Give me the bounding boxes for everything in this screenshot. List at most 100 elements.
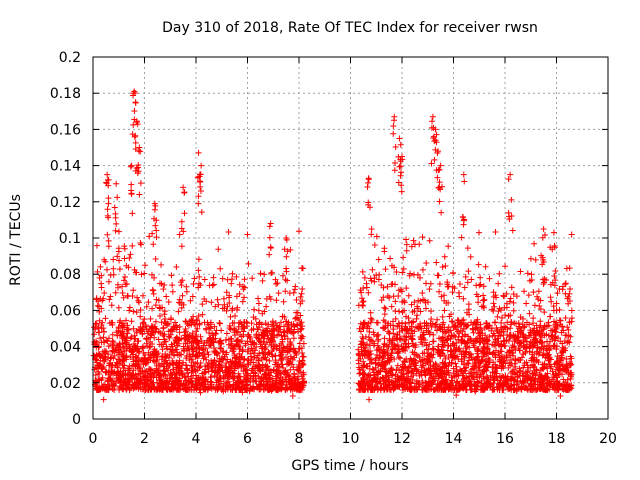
data-point [292, 379, 299, 386]
data-point [540, 225, 547, 232]
data-point [267, 385, 274, 392]
data-point [507, 295, 514, 302]
data-point [390, 293, 397, 300]
data-point [109, 331, 116, 338]
data-point [364, 179, 371, 186]
data-point [106, 320, 113, 327]
data-point [130, 308, 137, 315]
data-point [435, 347, 442, 354]
data-point [120, 352, 127, 359]
data-point [114, 194, 121, 201]
data-point [174, 374, 181, 381]
data-point [208, 299, 215, 306]
data-point [256, 320, 263, 327]
data-point [460, 295, 467, 302]
data-point [530, 356, 537, 363]
data-point [280, 298, 287, 305]
data-point [545, 319, 552, 326]
data-point [553, 307, 560, 314]
data-point [400, 254, 407, 261]
data-point [223, 337, 230, 344]
data-point [566, 319, 573, 326]
data-point [165, 354, 172, 361]
data-point [192, 352, 199, 359]
data-point [195, 193, 202, 200]
data-point [541, 279, 548, 286]
data-point [95, 368, 102, 375]
data-point [542, 387, 549, 394]
data-point [133, 327, 140, 334]
data-point [385, 351, 392, 358]
data-point [138, 271, 145, 278]
data-point [464, 279, 471, 286]
data-point [284, 343, 291, 350]
data-point [463, 364, 470, 371]
data-point [398, 188, 405, 195]
data-point [360, 319, 367, 326]
data-point [246, 333, 253, 340]
data-point [431, 367, 438, 374]
data-point [255, 295, 262, 302]
data-point [195, 313, 202, 320]
data-point [117, 383, 124, 390]
data-point [111, 204, 118, 211]
data-point [434, 349, 441, 356]
data-point [199, 370, 206, 377]
data-point [276, 377, 283, 384]
data-point [216, 319, 223, 326]
data-point [425, 299, 432, 306]
data-point [416, 372, 423, 379]
data-point [384, 283, 391, 290]
data-point [381, 304, 388, 311]
data-point [363, 363, 370, 370]
data-point [478, 303, 485, 310]
data-point [359, 302, 366, 309]
data-point [496, 386, 503, 393]
data-point [158, 261, 165, 268]
data-point [427, 367, 434, 374]
data-point [149, 328, 156, 335]
data-point [423, 342, 430, 349]
data-point [282, 288, 289, 295]
data-point [188, 369, 195, 376]
data-point [366, 371, 373, 378]
data-point [568, 382, 575, 389]
data-point [129, 210, 136, 217]
data-point [177, 279, 184, 286]
data-point [396, 384, 403, 391]
data-point [481, 385, 488, 392]
data-point [115, 324, 122, 331]
data-point [387, 367, 394, 374]
data-point [568, 307, 575, 314]
data-point [382, 266, 389, 273]
x-tick-label: 14 [445, 431, 463, 447]
data-point [452, 322, 459, 329]
data-point [455, 333, 462, 340]
data-point [529, 320, 536, 327]
data-point [512, 346, 519, 353]
data-point [526, 277, 533, 284]
data-point [272, 319, 279, 326]
data-point [223, 289, 230, 296]
data-point [276, 346, 283, 353]
data-point [163, 360, 170, 367]
data-point [163, 293, 170, 300]
data-point [436, 288, 443, 295]
data-point [518, 354, 525, 361]
data-point [551, 282, 558, 289]
data-point [217, 345, 224, 352]
data-point [397, 141, 404, 148]
data-point [527, 339, 534, 346]
data-point [551, 273, 558, 280]
data-point [120, 365, 127, 372]
data-point [238, 333, 245, 340]
data-point [551, 342, 558, 349]
data-point [397, 158, 404, 165]
data-point [105, 343, 112, 350]
data-point [174, 362, 181, 369]
data-point [163, 343, 170, 350]
data-point [172, 319, 179, 326]
data-point [146, 325, 153, 332]
data-point [360, 325, 367, 332]
data-point [157, 329, 164, 336]
